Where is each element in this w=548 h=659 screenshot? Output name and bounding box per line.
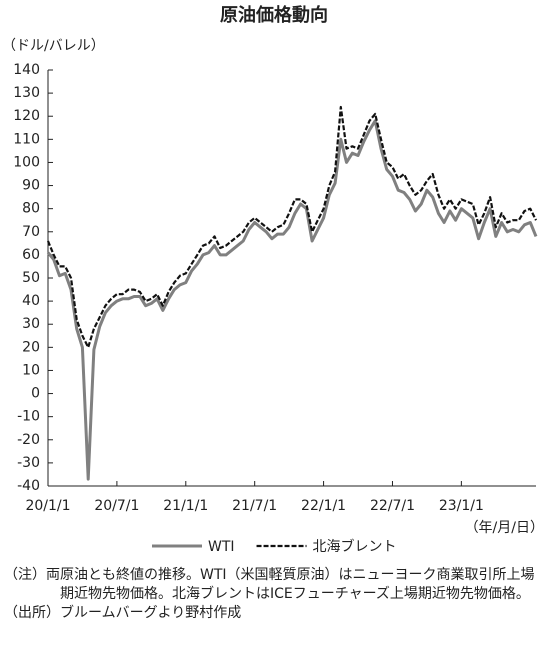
x-tick-label: 20/1/1 <box>25 498 70 514</box>
x-tick-label: 23/1/1 <box>439 498 484 514</box>
y-tick-label: 130 <box>13 85 40 101</box>
y-tick-label: 60 <box>22 247 40 263</box>
y-tick-label: -30 <box>17 455 40 471</box>
y-tick-label: 40 <box>22 293 40 309</box>
y-axis-label: （ドル/バレル） <box>2 38 105 54</box>
x-tick-label: 22/7/1 <box>370 498 415 514</box>
notes: （注）両原油とも終値の推移。WTI（米国軽質原油）はニューヨーク商業取引所上場期… <box>4 566 544 623</box>
y-tick-label: 80 <box>22 201 40 217</box>
note: （出所）ブルームバーグより野村作成 <box>4 605 242 621</box>
x-tick-label: 20/7/1 <box>94 498 139 514</box>
legend-label: WTI <box>208 539 235 555</box>
y-tick-label: 10 <box>22 362 40 378</box>
y-tick-label: 20 <box>22 339 40 355</box>
x-axis-label: （年/月/日） <box>465 520 544 536</box>
y-tick-label: 110 <box>13 131 40 147</box>
chart-title: 原油価格動向 <box>220 4 328 26</box>
x-tick-label: 21/1/1 <box>163 498 208 514</box>
y-tick-label: 100 <box>13 154 40 170</box>
y-tick-label: 120 <box>13 108 40 124</box>
y-tick-label: 30 <box>22 316 40 332</box>
x-tick-label: 22/1/1 <box>301 498 346 514</box>
chart: 原油価格動向 （ドル/バレル） （年/月/日） -40 -30 -20 -10 0 10 2… <box>2 4 544 555</box>
y-tick-label: 140 <box>13 62 40 78</box>
series-line <box>46 105 537 349</box>
x-tick-label: 21/7/1 <box>232 498 277 514</box>
y-tick-label: 70 <box>22 224 40 240</box>
y-tick-label: -10 <box>17 409 40 425</box>
y-tick-label: -20 <box>17 432 40 448</box>
y-tick-label: 0 <box>31 386 40 402</box>
series-line <box>46 119 538 481</box>
y-tick-label: 50 <box>22 270 40 286</box>
y-tick-label: -40 <box>17 478 40 494</box>
legend-label: 北海ブレント <box>313 538 397 555</box>
note: （注）両原油とも終値の推移。WTI（米国軽質原油）はニューヨーク商業取引所上場期… <box>4 567 535 602</box>
y-tick-label: 90 <box>22 178 40 194</box>
